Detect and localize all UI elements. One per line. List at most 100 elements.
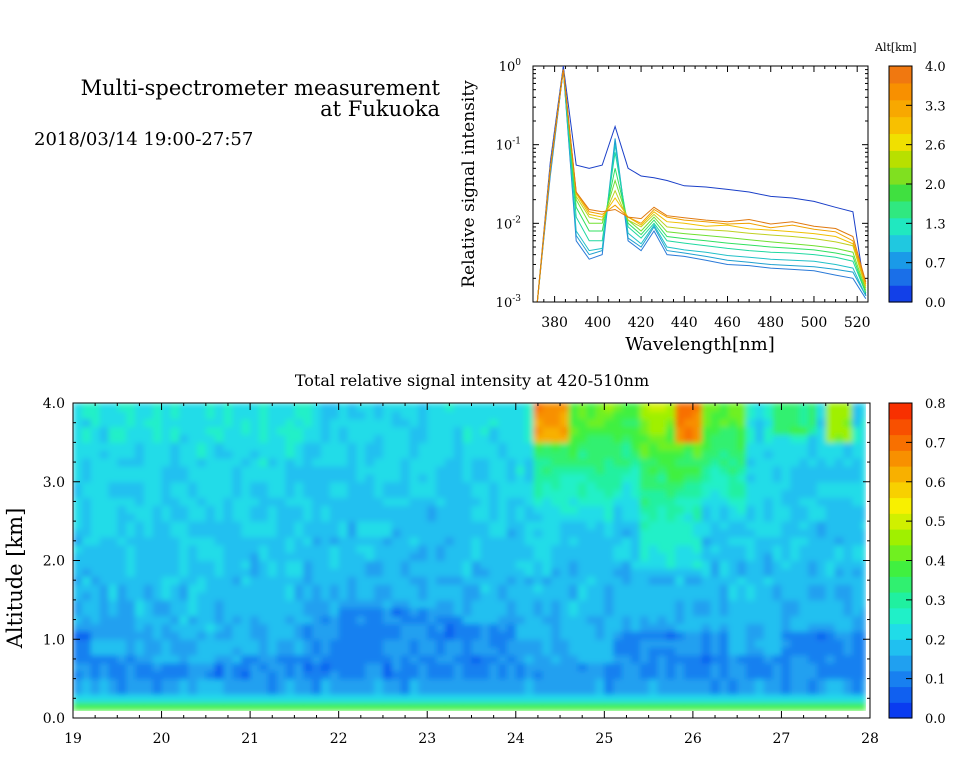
heatmap-cell: [285, 529, 295, 538]
heatmap-cell: [161, 568, 171, 577]
heatmap-cell: [285, 473, 295, 483]
heatmap-cell: [81, 607, 92, 617]
heatmap-cell: [214, 521, 225, 530]
heatmap-cell: [639, 410, 650, 420]
heatmap-cell: [471, 592, 481, 601]
heatmap-cell: [489, 521, 499, 530]
heatmap-cell: [232, 655, 242, 664]
heatmap-cell: [506, 521, 517, 530]
heatmap-cell: [329, 434, 340, 443]
heatmap-cell: [471, 442, 481, 451]
heatmap-cell: [825, 694, 836, 703]
heatmap-cell: [498, 418, 508, 428]
heatmap-cell: [241, 678, 251, 687]
heatmap-cell: [400, 694, 411, 703]
heatmap-cell: [214, 639, 225, 648]
heatmap-cell: [630, 536, 641, 546]
heatmap-cell: [285, 592, 295, 601]
heatmap-cell: [613, 623, 623, 632]
heatmap-cell: [701, 560, 712, 569]
heatmap-cell: [506, 466, 517, 475]
heatmap-cell: [276, 662, 287, 672]
heatmap-cell: [418, 702, 428, 711]
heatmap-cell: [462, 576, 472, 585]
heatmap-cell: [329, 458, 340, 467]
heatmap-cell: [498, 410, 508, 420]
heatmap-cell: [188, 686, 198, 695]
heatmap-cell: [303, 639, 313, 648]
heatmap-cell: [294, 426, 304, 435]
heatmap-cell: [471, 631, 481, 640]
heatmap-cell: [657, 639, 667, 648]
heatmap-cell: [462, 552, 472, 561]
heatmap-cell: [365, 536, 375, 546]
heatmap-cell: [294, 655, 304, 664]
heatmap-cell: [524, 639, 534, 648]
heatmap-cell: [161, 536, 171, 546]
heatmap-cell: [498, 568, 508, 577]
heatmap-cell: [436, 678, 446, 687]
heatmap-cell: [135, 694, 145, 703]
heatmap-cell: [515, 450, 526, 459]
heatmap-cell: [329, 442, 340, 451]
heatmap-cell: [223, 442, 233, 451]
heatmap-cell: [161, 560, 171, 569]
heatmap-cell: [444, 623, 455, 632]
heatmap-cell: [329, 686, 340, 695]
heatmap-cell: [586, 481, 596, 491]
heatmap-cell: [816, 584, 827, 593]
heatmap-cell: [303, 403, 313, 412]
heatmap-cell: [666, 631, 676, 640]
heatmap-cell: [781, 403, 791, 412]
heatmap-cell: [825, 489, 836, 498]
heatmap-cell: [179, 466, 189, 475]
heatmap-cell: [542, 631, 552, 640]
heatmap-cell: [205, 639, 216, 648]
heatmap-cell: [205, 536, 216, 546]
heatmap-cell: [427, 403, 437, 412]
heatmap-cell: [188, 655, 198, 664]
heatmap-cell: [551, 410, 561, 420]
heatmap-cell: [444, 576, 455, 585]
heatmap-cell: [781, 521, 791, 530]
heatmap-cell: [188, 410, 198, 420]
heatmap-cell: [719, 623, 729, 632]
spectrum-series-line: [536, 69, 867, 302]
heatmap-cell: [808, 631, 818, 640]
heatmap-cell: [657, 418, 667, 428]
heatmap-cell: [861, 513, 866, 522]
heatmap-cell: [542, 552, 552, 561]
heatmap-cell: [630, 662, 641, 672]
heatmap-cell: [622, 458, 632, 467]
heatmap-cell: [754, 686, 765, 695]
heatmap-cell: [197, 599, 207, 609]
heatmap-cell: [595, 592, 605, 601]
heatmap-cell: [692, 410, 703, 420]
heatmap-cell: [81, 552, 92, 561]
heatmap-cell: [312, 615, 322, 624]
heatmap-cell: [241, 403, 251, 412]
heatmap-cell: [471, 466, 481, 475]
heatmap-cell: [99, 466, 109, 475]
heatmap-cell: [161, 599, 171, 609]
heatmap-cell: [781, 481, 791, 491]
heatmap-cell: [223, 450, 233, 459]
heatmap-cell: [701, 426, 712, 435]
heatmap-cell: [825, 458, 836, 467]
heatmap-cell: [294, 584, 304, 593]
heatmap-cell: [480, 497, 490, 506]
heatmap-cell: [462, 670, 472, 680]
heatmap-cell: [684, 584, 694, 593]
heatmap-cell: [108, 497, 118, 506]
heatmap-cell: [675, 505, 685, 514]
heatmap-cell: [90, 536, 101, 546]
heatmap-cell: [666, 607, 676, 617]
heatmap-cell: [250, 458, 260, 467]
heatmap-cell: [303, 481, 313, 491]
heatmap-cell: [108, 615, 118, 624]
heatmap-cell: [126, 670, 136, 680]
heatmap-cell: [347, 434, 357, 443]
heatmap-cell: [772, 576, 782, 585]
heatmap-cell: [338, 403, 349, 412]
heatmap-cell: [267, 434, 278, 443]
